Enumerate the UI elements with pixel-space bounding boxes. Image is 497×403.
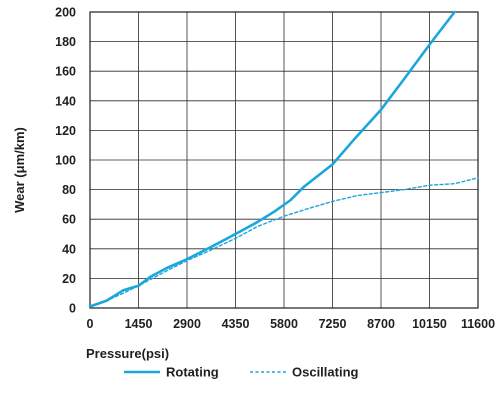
- y-tick-label: 140: [55, 94, 76, 108]
- x-tick-label: 8700: [367, 317, 395, 331]
- y-tick-label: 160: [55, 65, 76, 79]
- legend-label-rotating: Rotating: [166, 365, 219, 380]
- y-tick-label: 40: [62, 242, 76, 256]
- series-line-rotating: [88, 10, 456, 308]
- legend-label-oscillating: Oscillating: [292, 365, 359, 380]
- x-tick-label: 11600: [461, 317, 495, 331]
- y-tick-label: 0: [69, 302, 76, 316]
- y-tick-label: 120: [55, 124, 76, 138]
- y-tick-label: 80: [62, 183, 76, 197]
- x-tick-label: 1450: [125, 317, 153, 331]
- x-tick-label: 5800: [270, 317, 298, 331]
- y-tick-label: 180: [55, 35, 76, 49]
- y-tick-label: 60: [62, 213, 76, 227]
- series-line-oscillating: [89, 177, 479, 308]
- x-tick-label: 0: [87, 317, 94, 331]
- grid-lines: [89, 11, 479, 309]
- y-tick-label: 20: [62, 272, 76, 286]
- x-tick-label: 10150: [412, 317, 447, 331]
- x-axis-title: Pressure(psi): [86, 346, 169, 361]
- tick-labels: 0 1450 2900 4350 5800 7250 8700 10150 11600 0 20 40…: [55, 6, 495, 332]
- plot-frame: [89, 11, 479, 309]
- x-tick-label: 2900: [173, 317, 201, 331]
- y-tick-label: 200: [55, 6, 76, 20]
- y-tick-label: 100: [55, 154, 76, 168]
- y-axis-title: Wear (μm/km): [12, 127, 27, 213]
- legend: Rotating Oscillating: [124, 365, 359, 380]
- x-tick-label: 7250: [319, 317, 347, 331]
- series-lines: [88, 10, 479, 308]
- plot-border: [89, 11, 479, 309]
- x-tick-label: 4350: [222, 317, 250, 331]
